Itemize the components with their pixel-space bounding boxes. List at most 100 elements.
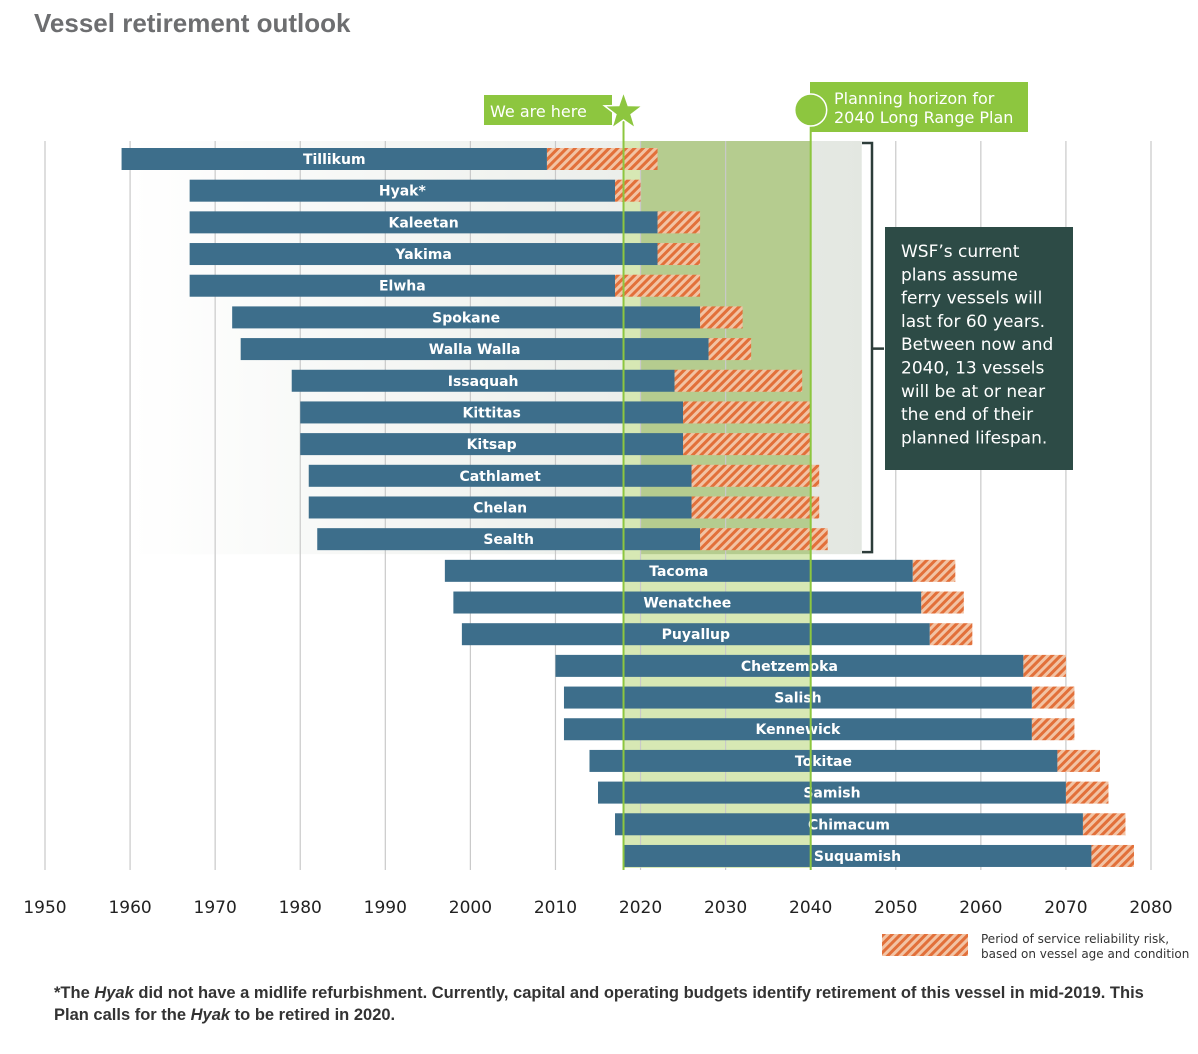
x-tick-label: 2020 bbox=[619, 898, 662, 918]
legend-label: based on vessel age and condition bbox=[981, 947, 1189, 961]
service-bar bbox=[453, 591, 922, 614]
risk-bar bbox=[683, 433, 811, 456]
x-tick-label: 2070 bbox=[1044, 898, 1087, 918]
vessel-label: Issaquah bbox=[448, 374, 519, 390]
vessel-label: Elwha bbox=[379, 279, 426, 295]
risk-bar bbox=[615, 179, 641, 202]
vessel-label: Spokane bbox=[432, 310, 500, 326]
vessel-label: Suquamish bbox=[814, 849, 901, 865]
horizon-callout-label: Planning horizon for bbox=[834, 89, 995, 108]
circle-icon bbox=[793, 93, 828, 127]
risk-bar bbox=[546, 148, 658, 170]
risk-bar bbox=[700, 528, 828, 551]
bracket bbox=[862, 141, 884, 554]
service-bar bbox=[615, 813, 1083, 836]
x-tick-label: 2000 bbox=[449, 898, 492, 918]
x-tick-label: 1970 bbox=[194, 898, 237, 918]
risk-bar bbox=[691, 496, 820, 519]
service-bar bbox=[300, 401, 684, 424]
risk-bar bbox=[921, 591, 964, 614]
service-bar bbox=[598, 781, 1066, 804]
service-bar bbox=[563, 718, 1032, 741]
star-icon bbox=[602, 89, 645, 131]
vessel-label: Salish bbox=[774, 691, 821, 707]
risk-bar bbox=[1082, 813, 1126, 836]
x-tick-label: 1960 bbox=[108, 898, 151, 918]
risk-bar bbox=[929, 623, 973, 646]
service-bar bbox=[308, 496, 692, 519]
vessel-label: Kittitas bbox=[462, 405, 520, 421]
risk-bar bbox=[1031, 718, 1075, 741]
legend-swatch bbox=[882, 934, 968, 956]
service-bar bbox=[291, 369, 675, 392]
x-tick-label: 2010 bbox=[534, 898, 577, 918]
legend-label: Period of service reliability risk, bbox=[981, 932, 1169, 946]
x-tick-label: 2030 bbox=[704, 898, 747, 918]
x-tick-label: 2080 bbox=[1129, 898, 1172, 918]
gantt-chart: Tillikum Hyak* Kaleetan Yakima Elwha Spokane W… bbox=[23, 82, 1189, 961]
risk-bar bbox=[700, 306, 743, 329]
annotation-text: will be at or near bbox=[901, 382, 1045, 402]
horizon-callout-label: 2040 Long Range Plan bbox=[834, 108, 1013, 127]
vessel-label: Tokitae bbox=[795, 754, 852, 770]
footnote-vessel-name: Hyak bbox=[94, 984, 134, 1002]
annotation-text: planned lifespan. bbox=[901, 428, 1047, 448]
risk-bar bbox=[1091, 844, 1134, 867]
service-bar bbox=[308, 464, 692, 487]
service-bar bbox=[240, 338, 709, 361]
service-bar bbox=[300, 433, 684, 456]
risk-bar bbox=[912, 559, 956, 582]
risk-bar bbox=[691, 464, 820, 487]
risk-bar bbox=[657, 243, 701, 266]
annotation-text: plans assume bbox=[901, 265, 1018, 285]
service-bar bbox=[232, 306, 701, 329]
vessel-label: Chimacum bbox=[808, 817, 890, 833]
vessel-label: Tacoma bbox=[649, 564, 708, 580]
service-bar bbox=[189, 179, 616, 202]
risk-bar bbox=[615, 274, 701, 297]
vessel-label: Sealth bbox=[483, 532, 533, 548]
x-tick-label: 1950 bbox=[23, 898, 66, 918]
vessel-label: Hyak* bbox=[379, 184, 427, 200]
service-bar bbox=[589, 749, 1058, 772]
risk-bar bbox=[708, 338, 752, 361]
service-bar bbox=[563, 686, 1032, 709]
x-tick-label: 1980 bbox=[279, 898, 322, 918]
service-bar bbox=[121, 148, 547, 170]
vessel-label: Kitsap bbox=[467, 437, 517, 453]
footnote-text: to be retired in 2020. bbox=[230, 1006, 396, 1024]
service-bar bbox=[189, 243, 658, 266]
risk-bar bbox=[683, 401, 811, 424]
service-bar bbox=[444, 559, 913, 582]
footnote-vessel-name: Hyak bbox=[190, 1006, 231, 1024]
footnote-text: *The bbox=[54, 984, 95, 1002]
annotation-text: Between now and bbox=[901, 335, 1053, 355]
service-bar bbox=[189, 274, 616, 297]
vessel-label: Chetzemoka bbox=[741, 659, 838, 675]
annotation-text: last for 60 years. bbox=[901, 312, 1045, 332]
risk-bar bbox=[1065, 781, 1109, 804]
service-bar bbox=[461, 623, 930, 646]
risk-bar bbox=[657, 211, 701, 234]
risk-bar bbox=[1057, 749, 1100, 772]
chart-title: Vessel retirement outlook bbox=[34, 8, 351, 38]
vessel-label: Kennewick bbox=[755, 722, 841, 738]
footnote: *The Hyak did not have a midlife refurbi… bbox=[54, 982, 1144, 1026]
annotation-box bbox=[885, 227, 1073, 470]
annotation-text: 2040, 13 vessels bbox=[901, 359, 1045, 379]
vessel-label: Tillikum bbox=[303, 152, 366, 168]
vessel-label: Kaleetan bbox=[388, 215, 458, 231]
annotation-text: ferry vessels will bbox=[901, 289, 1042, 309]
vessel-label: Walla Walla bbox=[429, 342, 521, 358]
footnote-text: did not have a midlife refurbishment. Cu… bbox=[54, 984, 1144, 1024]
annotation-text: the end of their bbox=[901, 405, 1033, 425]
x-tick-label: 2060 bbox=[959, 898, 1002, 918]
now-callout-box bbox=[484, 95, 612, 125]
x-tick-label: 1990 bbox=[364, 898, 407, 918]
x-tick-label: 2050 bbox=[874, 898, 917, 918]
x-tick-label: 2040 bbox=[789, 898, 832, 918]
vessel-label: Chelan bbox=[473, 500, 527, 516]
service-bar bbox=[189, 211, 658, 234]
now-callout-label: We are here bbox=[490, 102, 587, 121]
vessel-label: Samish bbox=[803, 786, 860, 802]
